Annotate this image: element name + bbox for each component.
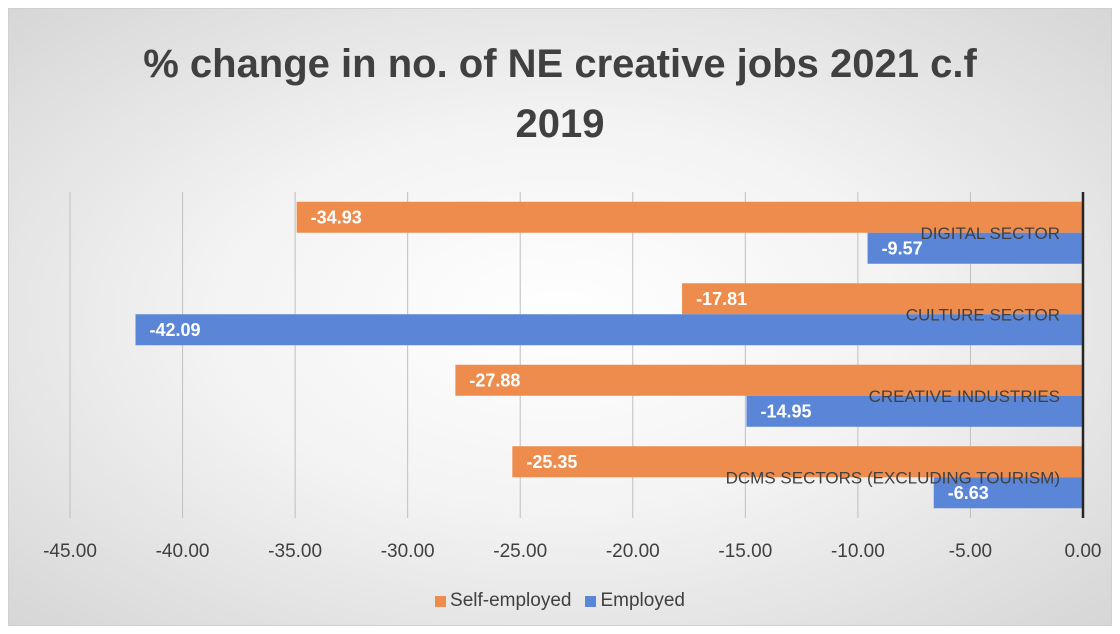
x-tick-label: -45.00 (43, 541, 97, 562)
legend-label-self-employed: Self-employed (450, 590, 572, 611)
legend-label-employed: Employed (600, 590, 685, 611)
chart-title: % change in no. of NE creative jobs 2021… (143, 42, 977, 146)
category-label: DIGITAL SECTOR (921, 224, 1061, 243)
x-tick-label: 0.00 (1065, 541, 1102, 562)
data-label: -34.93 (311, 207, 362, 227)
bar-employed (746, 395, 1083, 427)
data-label: -25.35 (526, 452, 577, 472)
x-tick-label: -20.00 (606, 541, 660, 562)
x-tick-label: -25.00 (493, 541, 547, 562)
category-label: CREATIVE INDUSTRIES (869, 387, 1060, 406)
bar-self-employed (682, 283, 1083, 315)
data-label: -14.95 (760, 401, 811, 421)
legend-item-employed: Employed (585, 590, 685, 612)
x-tick-label: -35.00 (268, 541, 322, 562)
legend-swatch-employed (585, 595, 597, 607)
legend: Self-employed Employed (0, 590, 1120, 612)
x-tick-label: -15.00 (718, 541, 772, 562)
bar-self-employed (296, 201, 1083, 233)
x-tick-label: -30.00 (381, 541, 435, 562)
data-label: -17.81 (696, 289, 747, 309)
data-label: -42.09 (150, 320, 201, 340)
x-tick-label: -10.00 (831, 541, 885, 562)
category-label: DCMS SECTORS (EXCLUDING TOURISM) (726, 468, 1060, 487)
x-tick-label: -40.00 (156, 541, 210, 562)
bar-employed (867, 232, 1083, 264)
x-tick-label: -5.00 (949, 541, 992, 562)
legend-swatch-self-employed (435, 595, 447, 607)
bar-self-employed (455, 364, 1083, 396)
bar-employed (135, 314, 1084, 346)
legend-item-self-employed: Self-employed (435, 590, 571, 612)
data-label: -6.63 (948, 483, 989, 503)
data-label: -27.88 (469, 370, 520, 390)
bar-self-employed (512, 446, 1083, 478)
category-label: CULTURE SECTOR (906, 305, 1060, 324)
data-label: -9.57 (882, 238, 923, 258)
bar-employed (933, 477, 1083, 509)
